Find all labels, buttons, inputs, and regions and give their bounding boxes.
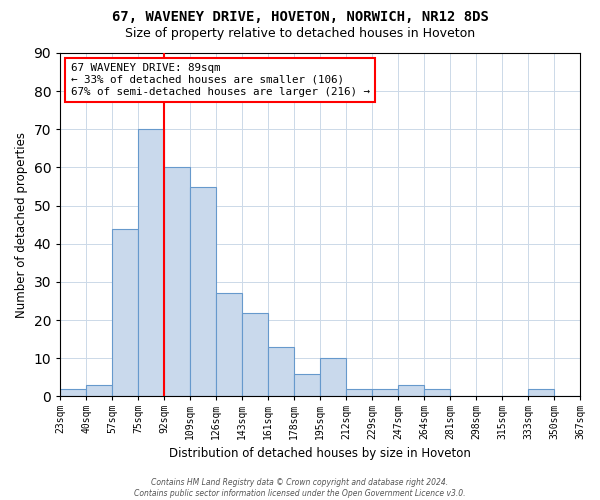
Bar	[86, 385, 112, 396]
Bar	[112, 228, 138, 396]
Bar	[372, 389, 398, 396]
Bar	[398, 385, 424, 396]
Bar	[346, 389, 372, 396]
Text: Size of property relative to detached houses in Hoveton: Size of property relative to detached ho…	[125, 28, 475, 40]
Bar	[294, 374, 320, 396]
Bar	[164, 168, 190, 396]
Bar	[60, 389, 86, 396]
Bar	[216, 294, 242, 397]
Bar	[138, 130, 164, 396]
Text: 67, WAVENEY DRIVE, HOVETON, NORWICH, NR12 8DS: 67, WAVENEY DRIVE, HOVETON, NORWICH, NR1…	[112, 10, 488, 24]
Y-axis label: Number of detached properties: Number of detached properties	[15, 132, 28, 318]
Bar	[190, 186, 216, 396]
Bar	[320, 358, 346, 397]
Text: 67 WAVENEY DRIVE: 89sqm
← 33% of detached houses are smaller (106)
67% of semi-d: 67 WAVENEY DRIVE: 89sqm ← 33% of detache…	[71, 64, 370, 96]
Bar	[424, 389, 450, 396]
Bar	[528, 389, 554, 396]
Bar	[268, 347, 294, 397]
X-axis label: Distribution of detached houses by size in Hoveton: Distribution of detached houses by size …	[169, 447, 471, 460]
Bar	[242, 312, 268, 396]
Text: Contains HM Land Registry data © Crown copyright and database right 2024.
Contai: Contains HM Land Registry data © Crown c…	[134, 478, 466, 498]
